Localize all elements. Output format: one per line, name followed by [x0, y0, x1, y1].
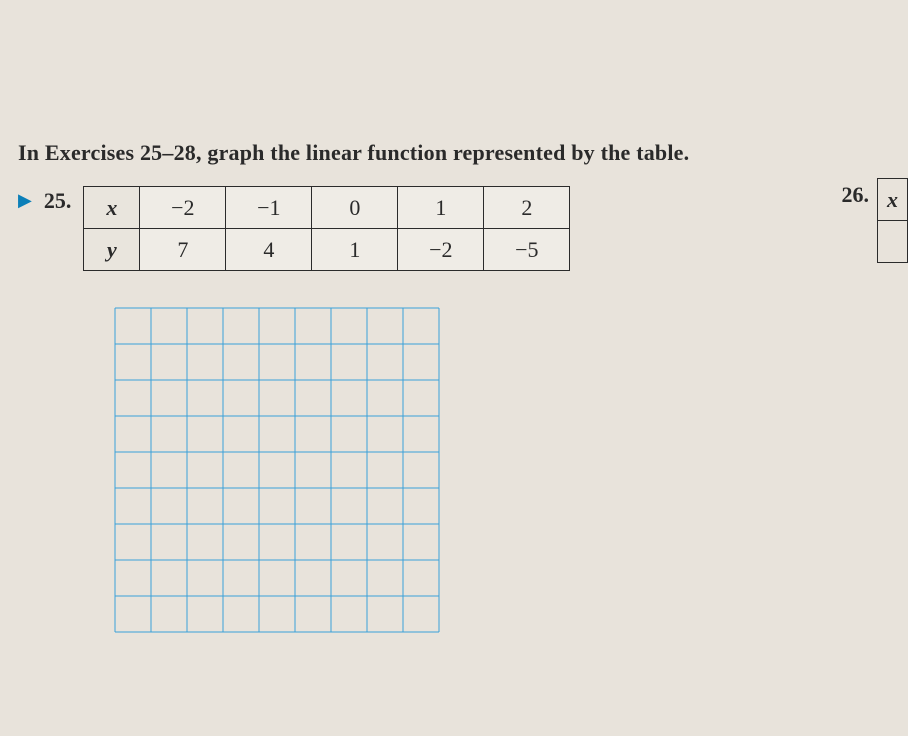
cell-x-0: −2 [140, 187, 226, 229]
grid-canvas [114, 307, 890, 633]
table-row: x −2 −1 0 1 2 [84, 187, 570, 229]
exercise-26-table-fragment: x [877, 178, 908, 263]
section-instruction: In Exercises 25–28, graph the linear fun… [18, 140, 890, 166]
cell-y-4: −5 [484, 229, 570, 271]
exercise-25: ▶ 25. x −2 −1 0 1 2 y 7 4 1 −2 −5 [18, 184, 890, 271]
cell-x-3: 1 [398, 187, 484, 229]
row-header-blank [878, 221, 908, 263]
row-header-y: y [84, 229, 140, 271]
exercise-number-26: 26. [842, 182, 870, 208]
play-marker-icon: ▶ [18, 190, 32, 211]
cell-y-2: 1 [312, 229, 398, 271]
page: In Exercises 25–28, graph the linear fun… [0, 0, 908, 633]
cell-x-4: 2 [484, 187, 570, 229]
exercise-26: 26. x [842, 178, 908, 263]
exercise-25-table: x −2 −1 0 1 2 y 7 4 1 −2 −5 [83, 186, 570, 271]
cell-x-1: −1 [226, 187, 312, 229]
cell-y-0: 7 [140, 229, 226, 271]
cell-x-2: 0 [312, 187, 398, 229]
row-header-x: x [878, 179, 908, 221]
table-row: x [878, 179, 908, 221]
cell-y-3: −2 [398, 229, 484, 271]
table-row [878, 221, 908, 263]
cell-y-1: 4 [226, 229, 312, 271]
row-header-x: x [84, 187, 140, 229]
table-row: y 7 4 1 −2 −5 [84, 229, 570, 271]
blank-graph-grid [114, 307, 890, 633]
exercise-number-25: 25. [44, 188, 72, 214]
xy-table: x −2 −1 0 1 2 y 7 4 1 −2 −5 [83, 186, 570, 271]
